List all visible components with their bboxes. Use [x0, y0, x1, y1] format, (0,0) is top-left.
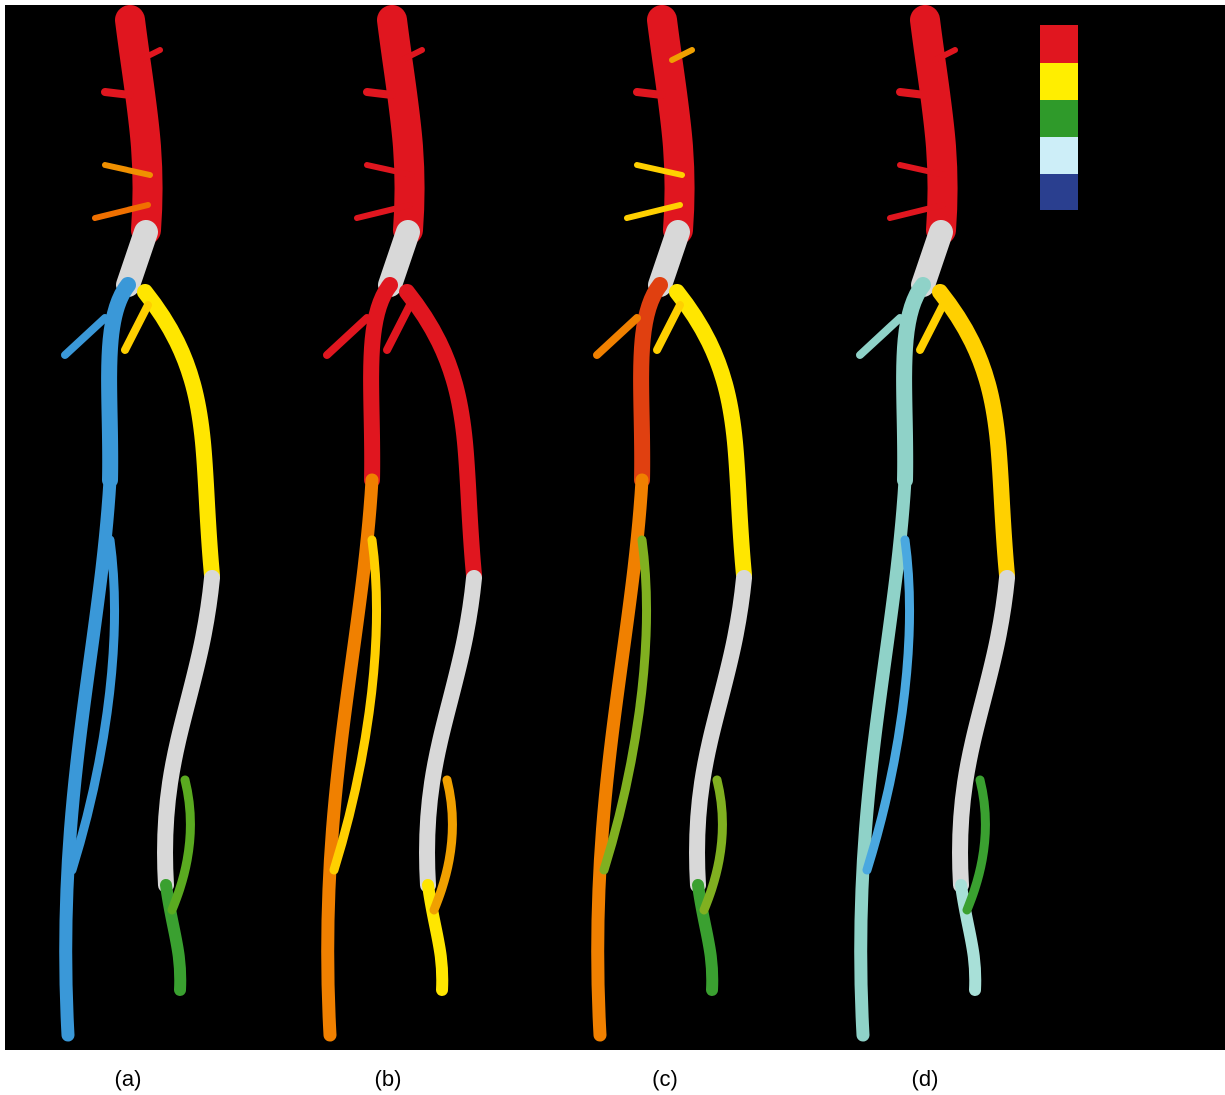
vessel-segment — [662, 20, 680, 230]
vessel-segment — [900, 92, 925, 95]
panel-label: (c) — [652, 1066, 678, 1091]
vessel-segment — [367, 92, 392, 95]
vessel-segment — [660, 232, 678, 285]
scale-max-label: 150 mmHg — [1098, 15, 1189, 37]
scale-lightblue — [1040, 137, 1078, 174]
scale-navy — [1040, 174, 1078, 210]
page: 150 mmHg 50 mmHg (a) (b) (c) (d) (() => … — [0, 0, 1225, 1095]
vessel-segment — [130, 20, 148, 230]
panel-label: (b) — [375, 1066, 402, 1091]
figure: 150 mmHg 50 mmHg (a) (b) (c) (d) — [0, 0, 1225, 1095]
color-scale — [1040, 25, 1078, 210]
scale-yellow — [1040, 63, 1078, 100]
panel-label: (d) — [912, 1066, 939, 1091]
vessel-segment — [637, 92, 662, 95]
vessel-segment — [105, 92, 130, 95]
vessel-segment — [392, 20, 410, 230]
scale-red — [1040, 25, 1078, 63]
panel-label: (a) — [115, 1066, 142, 1091]
scale-green — [1040, 100, 1078, 137]
vessel-segment — [925, 20, 943, 230]
vessel-segment — [390, 232, 408, 285]
scale-min-label: 50 mmHg — [1100, 205, 1181, 227]
vessel-segment — [923, 232, 941, 285]
vessel-segment — [128, 232, 146, 285]
